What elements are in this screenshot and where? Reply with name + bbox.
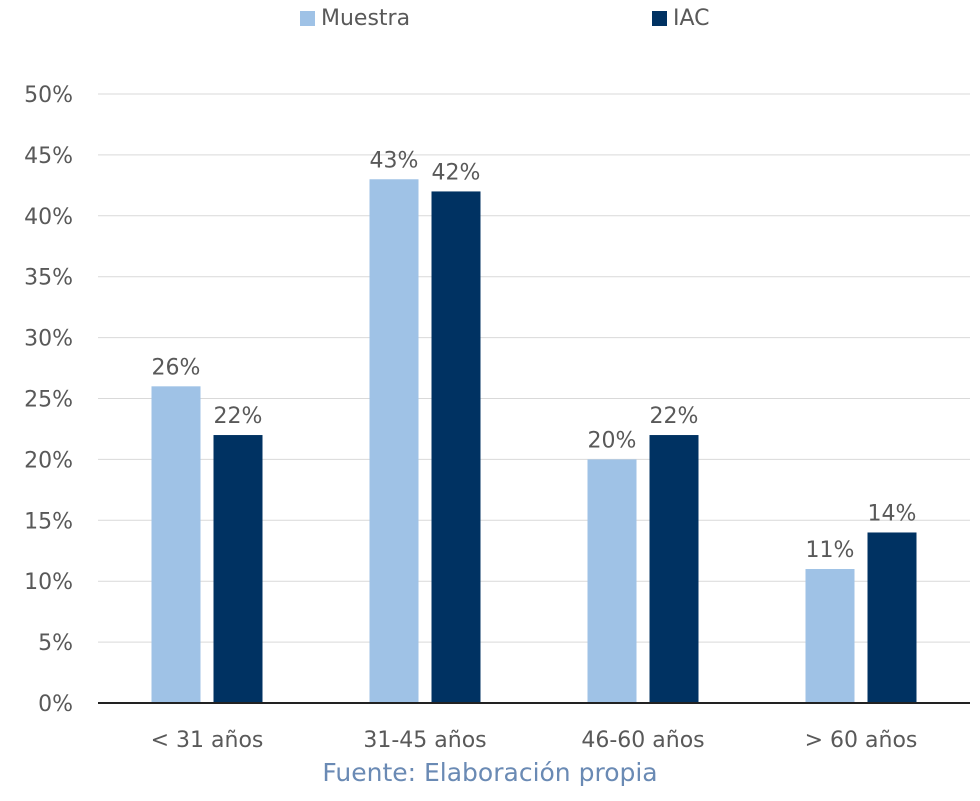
y-tick-label: 5% [38, 631, 73, 656]
x-tick-label: > 60 años [805, 728, 918, 753]
source-caption: Fuente: Elaboración propia [0, 758, 980, 787]
plot-area: 0% 5% 10% 15% 20% 25% 30% 35% 40% 45% 50% 26% 22% < 3… [0, 0, 980, 760]
y-tick-label: 35% [24, 266, 73, 291]
y-tick-label: 25% [24, 388, 73, 413]
data-label: 43% [370, 148, 419, 173]
data-label: 11% [806, 538, 855, 563]
y-tick-label: 15% [24, 509, 73, 534]
x-tick-label: 46-60 años [581, 728, 704, 753]
bar-muestra [806, 569, 855, 703]
y-tick-label: 40% [24, 205, 73, 230]
y-tick-label: 30% [24, 327, 73, 352]
y-tick-label: 20% [24, 448, 73, 473]
bar-iac [868, 532, 917, 703]
x-tick-label: < 31 años [151, 728, 264, 753]
data-label: 22% [650, 404, 699, 429]
data-label: 22% [214, 404, 263, 429]
bar-iac [432, 191, 481, 703]
data-label: 20% [588, 428, 637, 453]
data-label: 26% [152, 355, 201, 380]
bar-muestra [152, 386, 201, 703]
y-tick-label: 50% [24, 83, 73, 108]
bar-muestra [370, 179, 419, 703]
data-label: 14% [868, 501, 917, 526]
x-tick-label: 31-45 años [363, 728, 486, 753]
data-label: 42% [432, 160, 481, 185]
y-tick-label: 45% [24, 144, 73, 169]
bar-muestra [588, 459, 637, 703]
bar-iac [214, 435, 263, 703]
bar-iac [650, 435, 699, 703]
y-tick-label: 0% [38, 692, 73, 717]
y-tick-label: 10% [24, 570, 73, 595]
